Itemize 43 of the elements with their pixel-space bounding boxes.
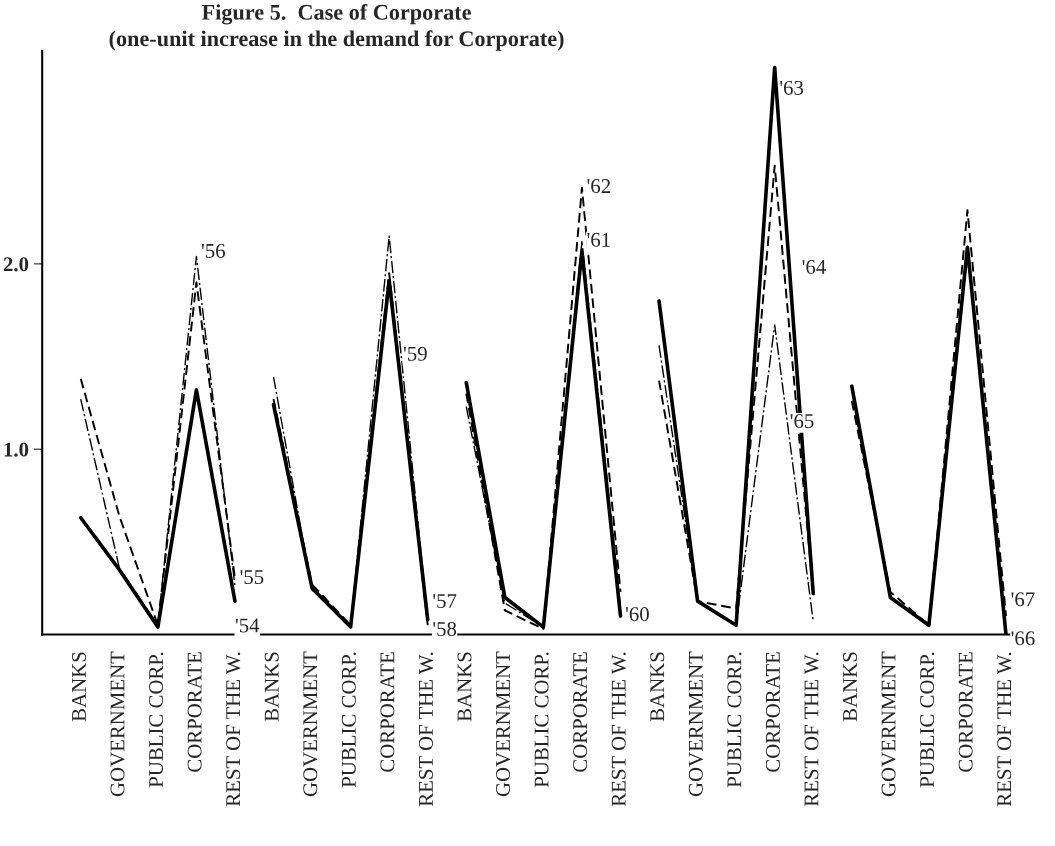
x-tick-label: CORPORATE [380, 652, 395, 772]
series-label: '59 [403, 346, 427, 361]
x-tick-label: REST OF THE W. [804, 652, 819, 807]
series-label: '65 [790, 414, 814, 429]
x-tick-label: BANKS [264, 652, 279, 722]
x-tick-label: BANKS [650, 652, 665, 722]
series-label: '60 [625, 607, 649, 622]
x-tick-label: GOVERNMENT [881, 651, 896, 797]
y-tick-label: 1.0 [4, 442, 29, 457]
x-tick-label: BANKS [457, 652, 472, 722]
x-tick-label: CORPORATE [765, 652, 780, 772]
x-tick-label: REST OF THE W. [226, 652, 241, 807]
x-tick-label: GOVERNMENT [110, 651, 125, 797]
x-tick-label: PUBLIC CORP. [149, 652, 164, 788]
series-label: '64 [802, 260, 826, 275]
x-tick-label: PUBLIC CORP. [341, 652, 356, 788]
series-label: '57 [433, 594, 457, 609]
chart-subtitle: (one-unit increase in the demand for Corporate) [109, 30, 564, 51]
x-tick-label: CORPORATE [573, 652, 588, 772]
series-label: '62 [587, 179, 610, 194]
series-label: '63 [780, 80, 804, 95]
x-tick-label: CORPORATE [958, 652, 973, 772]
x-tick-label: PUBLIC CORP. [727, 652, 742, 788]
chart-title: Figure 5. Case of Corporate [201, 3, 471, 25]
series-label: '66 [1011, 631, 1035, 646]
series-label: '54 [235, 618, 260, 633]
x-tick-label: PUBLIC CORP. [534, 652, 549, 788]
series-label: '58 [433, 621, 457, 637]
x-tick-label: REST OF THE W. [418, 652, 434, 807]
x-tick-label: CORPORATE [187, 652, 202, 772]
series-label: '67 [1011, 592, 1035, 607]
series-label: '56 [201, 243, 225, 258]
x-tick-label: REST OF THE W. [997, 652, 1012, 807]
x-tick-label: GOVERNMENT [688, 651, 703, 797]
x-tick-label: GOVERNMENT [303, 651, 318, 797]
x-tick-label: BANKS [843, 652, 858, 722]
x-tick-label: PUBLIC CORP. [920, 652, 935, 788]
y-tick-label: 2.0 [3, 257, 29, 272]
series-label: '61 [587, 232, 610, 247]
x-tick-label: BANKS [71, 652, 86, 722]
series-label: '55 [240, 570, 264, 585]
x-tick-label: GOVERNMENT [496, 651, 511, 797]
x-tick-label: REST OF THE W. [611, 652, 626, 807]
